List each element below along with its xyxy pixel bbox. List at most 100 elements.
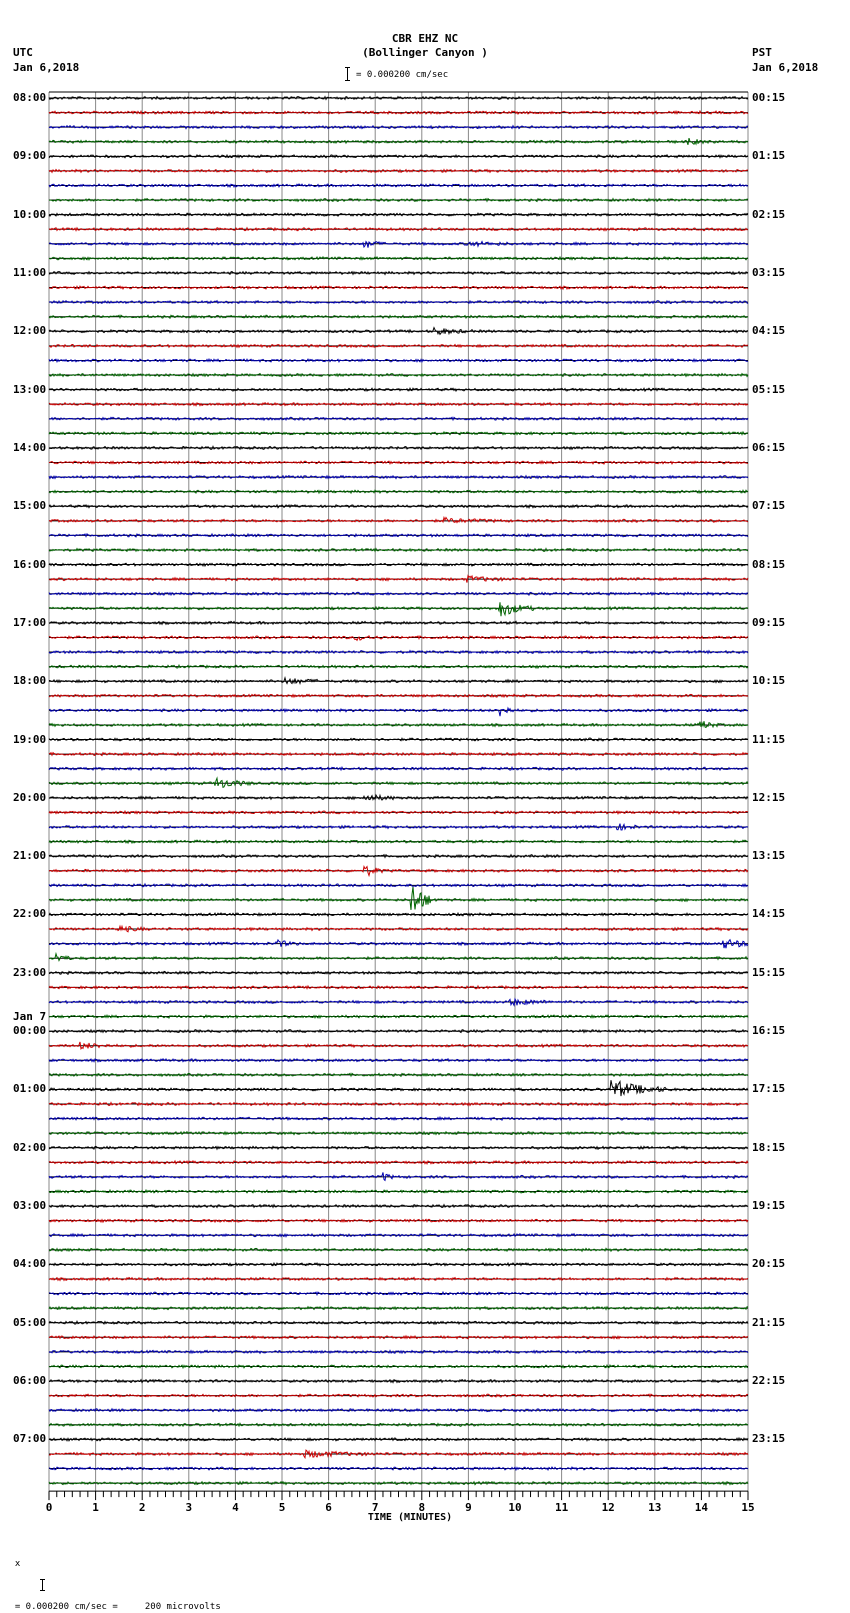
station-title: CBR EHZ NC bbox=[391, 32, 459, 45]
trace-row bbox=[48, 675, 749, 685]
pst-hour-label: 17:15 bbox=[752, 1082, 786, 1096]
trace-row bbox=[48, 430, 749, 436]
trace-row bbox=[48, 865, 749, 878]
utc-hour-label: 05:00 bbox=[13, 1315, 47, 1329]
trace-row bbox=[48, 416, 749, 422]
trace-row bbox=[48, 737, 748, 742]
trace-row bbox=[48, 1363, 749, 1370]
trace-row bbox=[48, 602, 749, 617]
pst-hour-label: 07:15 bbox=[752, 499, 786, 513]
pst-hour-label: 22:15 bbox=[752, 1374, 786, 1388]
trace-row bbox=[48, 886, 749, 910]
trace-row bbox=[48, 532, 749, 538]
trace-row bbox=[48, 1079, 749, 1097]
utc-hour-label: 16:00 bbox=[13, 557, 47, 571]
utc-hour-label: 18:00 bbox=[13, 674, 47, 688]
trace-row bbox=[48, 226, 749, 232]
utc-hour-label: 02:00 bbox=[13, 1140, 47, 1154]
trace-row bbox=[48, 706, 749, 717]
pst-hour-label: 02:15 bbox=[752, 207, 786, 221]
trace-row bbox=[48, 1422, 749, 1428]
trace-row bbox=[48, 372, 749, 378]
utc-hour-label: 19:00 bbox=[13, 732, 47, 746]
trace-row bbox=[48, 938, 749, 949]
trace-row bbox=[48, 562, 749, 568]
utc-hour-label: 17:00 bbox=[13, 615, 47, 629]
trace-row bbox=[48, 634, 749, 642]
trace-row bbox=[48, 591, 749, 597]
x-tick-label: 14 bbox=[694, 1501, 709, 1515]
trace-row bbox=[48, 401, 749, 407]
x-tick-label: 7 bbox=[371, 1501, 379, 1515]
x-tick-label: 12 bbox=[601, 1501, 615, 1515]
trace-row bbox=[48, 1480, 749, 1486]
pst-hour-label: 08:15 bbox=[752, 557, 786, 571]
pst-hour-label: 09:15 bbox=[752, 615, 786, 629]
pst-hour-label: 21:15 bbox=[752, 1315, 786, 1329]
utc-hour-label: 08:00 bbox=[13, 91, 47, 104]
scale-label: = 0.000200 cm/sec bbox=[356, 70, 449, 80]
trace-row bbox=[48, 911, 749, 917]
right-date: Jan 6,2018 bbox=[752, 61, 819, 74]
trace-row bbox=[48, 997, 749, 1007]
trace-row bbox=[49, 1072, 749, 1078]
trace-row bbox=[48, 1057, 749, 1063]
utc-hour-label: 06:00 bbox=[13, 1374, 47, 1388]
pst-hour-label: 20:15 bbox=[752, 1257, 786, 1271]
trace-row bbox=[49, 343, 749, 349]
trace-row bbox=[48, 663, 749, 670]
pst-hour-label: 16:15 bbox=[752, 1024, 786, 1038]
utc-hour-label: 11:00 bbox=[13, 265, 47, 279]
trace-row bbox=[48, 515, 749, 524]
x-tick-label: 5 bbox=[278, 1501, 286, 1515]
trace-row bbox=[48, 1218, 749, 1224]
utc-hour-label: 01:00 bbox=[13, 1082, 47, 1096]
pst-hour-label: 05:15 bbox=[752, 382, 786, 396]
trace-row bbox=[48, 1436, 749, 1442]
footer-scale-bar-icon bbox=[18, 1569, 45, 1591]
pst-hour-label: 23:15 bbox=[752, 1432, 786, 1446]
trace-row bbox=[48, 168, 749, 174]
utc-hour-label: 20:00 bbox=[13, 790, 47, 804]
utc-hour-label: 23:00 bbox=[13, 965, 47, 979]
trace-row bbox=[48, 649, 749, 655]
trace-row bbox=[48, 693, 749, 699]
pst-hour-label: 00:15 bbox=[752, 91, 786, 104]
trace-row bbox=[48, 1172, 749, 1182]
trace-row bbox=[48, 153, 749, 159]
utc-hour-label: 10:00 bbox=[13, 207, 47, 221]
trace-row bbox=[48, 387, 749, 393]
trace-row bbox=[49, 1378, 749, 1384]
x-tick-label: 11 bbox=[554, 1501, 569, 1515]
x-tick-label: 0 bbox=[45, 1501, 53, 1515]
pst-hour-label: 12:15 bbox=[752, 790, 786, 804]
trace-row bbox=[48, 574, 749, 583]
x-tick-label: 1 bbox=[92, 1501, 99, 1515]
x-tick-label: 6 bbox=[325, 1501, 332, 1515]
trace-row bbox=[48, 1159, 749, 1166]
trace-row bbox=[48, 1261, 748, 1267]
trace-row bbox=[48, 1276, 749, 1282]
trace-row bbox=[48, 839, 749, 845]
trace-row bbox=[48, 882, 749, 888]
trace-row bbox=[48, 751, 749, 757]
pst-hour-label: 19:15 bbox=[752, 1199, 786, 1213]
trace-row bbox=[48, 255, 749, 261]
trace-row bbox=[48, 95, 749, 101]
x-tick-label: 3 bbox=[185, 1501, 193, 1515]
trace-row bbox=[48, 765, 749, 772]
x-tick-label: 4 bbox=[232, 1501, 239, 1515]
pst-hour-label: 14:15 bbox=[752, 907, 786, 921]
right-timezone: PST bbox=[752, 46, 772, 59]
pst-hour-label: 03:15 bbox=[752, 265, 786, 279]
pst-hour-label: 10:15 bbox=[752, 674, 786, 688]
trace-row bbox=[48, 326, 749, 336]
pst-hour-label: 01:15 bbox=[752, 149, 786, 163]
footer-marker: x bbox=[14, 1559, 21, 1569]
scale-bar-icon bbox=[345, 66, 350, 81]
trace-row bbox=[48, 445, 749, 451]
trace-row bbox=[48, 1101, 749, 1107]
trace-row bbox=[48, 1393, 749, 1399]
trace-row bbox=[48, 823, 749, 831]
trace-row bbox=[48, 793, 749, 801]
